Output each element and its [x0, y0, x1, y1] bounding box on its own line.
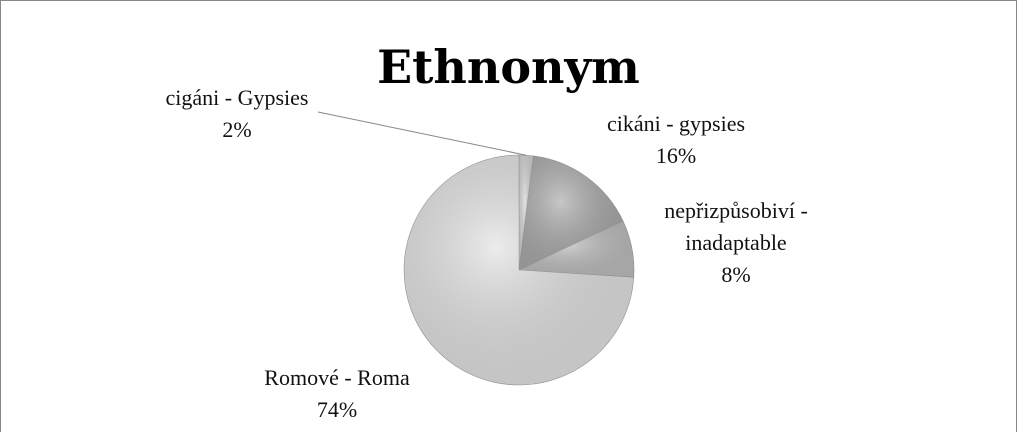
leader-line: [317, 111, 527, 156]
slice-label: cigáni - Gypsies 2%: [137, 82, 337, 146]
slice-shade: [519, 221, 634, 278]
chart-title: Ethnonym: [377, 40, 640, 94]
slice-percent: 16%: [655, 143, 697, 168]
slice-name: Romové - Roma: [264, 365, 410, 390]
slice-label: cikáni - gypsies 16%: [576, 108, 776, 172]
slice-name: cikáni - gypsies: [606, 111, 746, 136]
slice-label: Romové - Roma 74%: [237, 362, 437, 426]
slice-percent: 2%: [222, 117, 252, 142]
slice-shade: [403, 155, 634, 385]
pie: [403, 154, 635, 386]
slice-percent: 74%: [316, 397, 358, 422]
slice-percent: 8%: [721, 262, 751, 287]
slice-name: nepřizpůsobiví - inadaptable: [664, 198, 808, 255]
slice-name: cigáni - Gypsies: [165, 85, 309, 110]
slice-label: nepřizpůsobiví - inadaptable 8%: [636, 195, 836, 291]
slice-shade: [519, 155, 624, 270]
